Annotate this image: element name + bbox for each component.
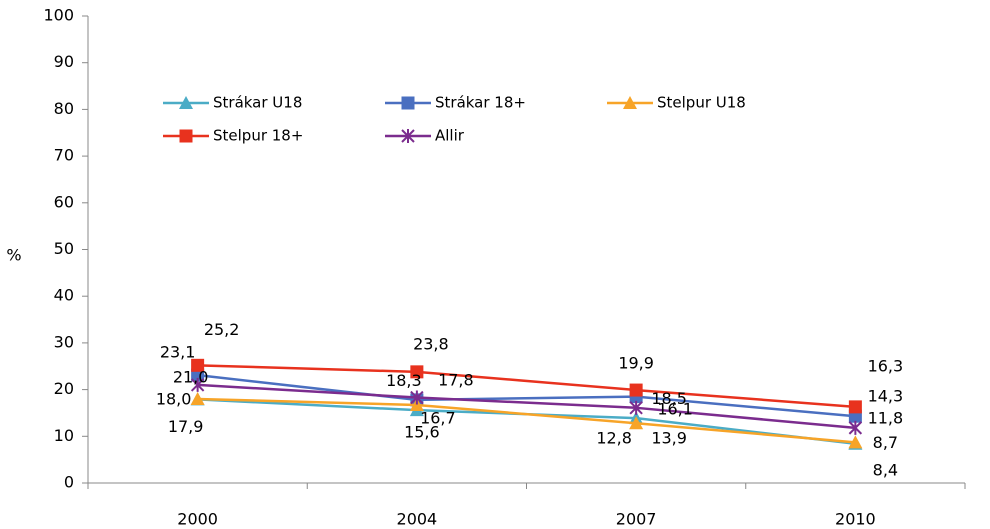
data-label: 16,7 xyxy=(420,409,456,428)
y-tick-label: 60 xyxy=(54,192,74,211)
series-line xyxy=(197,397,856,444)
data-label: 8,7 xyxy=(873,433,898,452)
data-label: 18,0 xyxy=(156,389,192,408)
data-point xyxy=(848,400,862,414)
legend-marker xyxy=(179,96,193,109)
x-tick-label: 2000 xyxy=(177,510,218,529)
legend-label: Allir xyxy=(435,127,465,145)
data-label: 23,8 xyxy=(413,334,449,353)
series-line xyxy=(197,398,856,446)
y-tick-label: 20 xyxy=(54,379,74,398)
data-point xyxy=(629,416,644,430)
data-point xyxy=(848,435,863,449)
data-label: 14,3 xyxy=(868,387,904,406)
data-label: 12,8 xyxy=(596,429,632,448)
x-tick-label: 2010 xyxy=(835,510,876,529)
legend-item: Stelpur 18+ xyxy=(163,127,303,145)
legend-label: Stelpur U18 xyxy=(657,94,746,112)
data-point xyxy=(191,368,205,382)
y-tick-label: 10 xyxy=(54,426,74,445)
data-label: 17,9 xyxy=(168,417,204,436)
x-tick-label: 2007 xyxy=(616,510,657,529)
legend-item: Allir xyxy=(385,127,465,145)
legend-item: Strákar 18+ xyxy=(385,94,526,112)
y-tick-label: 100 xyxy=(43,6,74,25)
data-point xyxy=(190,377,205,392)
y-tick-label: 40 xyxy=(54,286,74,305)
series-line xyxy=(197,383,856,430)
y-tick-label: 70 xyxy=(54,146,74,165)
x-tick-label: 2004 xyxy=(397,510,438,529)
data-point xyxy=(410,365,424,379)
data-point xyxy=(629,400,643,415)
data-point xyxy=(191,358,205,372)
data-label: 13,9 xyxy=(651,429,687,448)
data-point xyxy=(629,383,643,397)
legend-label: Strákar U18 xyxy=(213,94,302,112)
y-tick-label: 0 xyxy=(64,473,74,492)
series-line xyxy=(197,364,856,409)
legend-marker xyxy=(623,96,637,109)
legend-marker xyxy=(401,96,415,110)
legend-item: Strákar U18 xyxy=(163,94,302,112)
data-label: 16,1 xyxy=(657,399,693,418)
data-label: 25,2 xyxy=(204,320,240,339)
legend-marker xyxy=(179,129,193,143)
data-label: 8,4 xyxy=(873,460,898,479)
data-label: 23,1 xyxy=(160,343,196,362)
legend-marker xyxy=(401,129,415,143)
data-label: 18,3 xyxy=(386,371,422,390)
data-label: 11,8 xyxy=(868,408,904,427)
data-point xyxy=(410,390,424,405)
y-axis-label: % xyxy=(6,246,21,265)
series-line xyxy=(197,373,856,418)
data-label: 18,5 xyxy=(651,389,687,408)
data-point xyxy=(848,420,863,435)
y-tick-label: 80 xyxy=(54,99,74,118)
legend-label: Stelpur 18+ xyxy=(213,127,303,145)
y-tick-label: 90 xyxy=(54,52,74,71)
data-label: 19,9 xyxy=(618,354,654,373)
y-tick-label: 50 xyxy=(54,239,74,258)
data-label: 17,8 xyxy=(438,370,474,389)
data-point xyxy=(190,391,205,405)
legend-label: Strákar 18+ xyxy=(435,94,526,112)
data-label: 15,6 xyxy=(404,423,440,442)
data-label: 16,3 xyxy=(868,356,904,375)
legend-item: Stelpur U18 xyxy=(607,94,746,112)
data-label: 21,0 xyxy=(173,367,209,386)
y-tick-label: 30 xyxy=(54,332,74,351)
